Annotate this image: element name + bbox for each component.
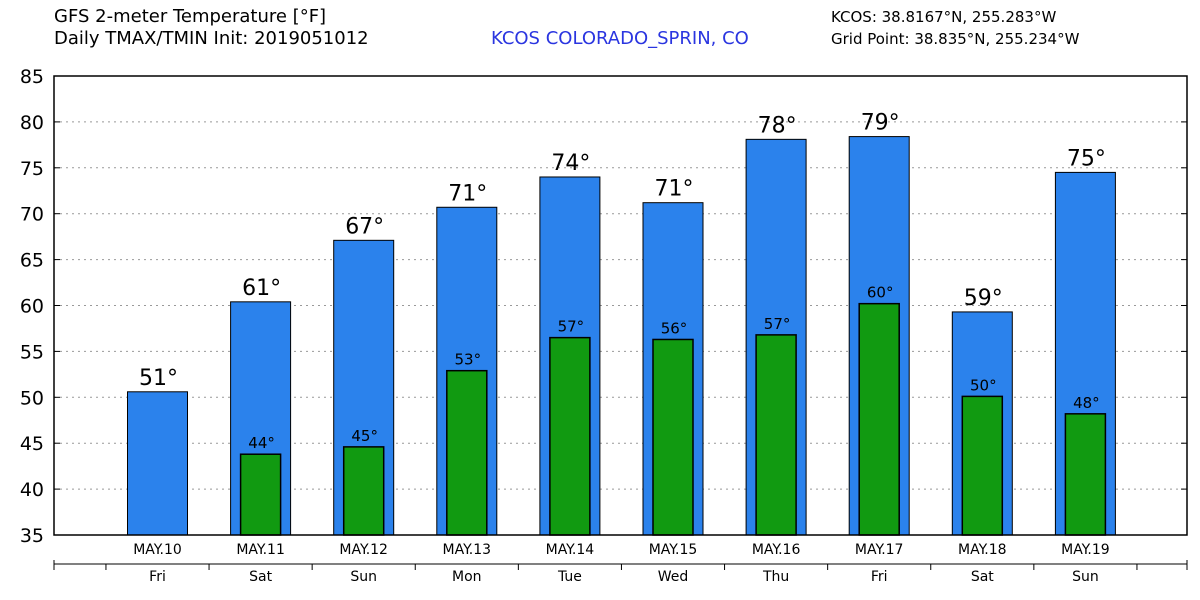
tmax-value-label: 61° <box>242 276 281 301</box>
x-date-label: MAY.17 <box>855 542 904 558</box>
tmin-value-label: 44° <box>248 434 275 452</box>
x-weekday-label: Thu <box>762 569 789 585</box>
bars <box>127 136 1116 536</box>
x-weekday-label: Sun <box>1072 569 1099 585</box>
y-tick-label: 80 <box>20 112 44 134</box>
tmax-value-label: 75° <box>1067 146 1106 171</box>
tmax-value-label: 79° <box>861 111 900 136</box>
y-tick-label: 70 <box>20 204 44 226</box>
tmin-bar <box>961 395 1004 536</box>
x-weekday-label: Mon <box>452 569 482 585</box>
tmin-value-label: 45° <box>351 427 378 445</box>
tmax-value-label: 71° <box>655 177 694 202</box>
x-weekday-label: Sat <box>971 569 994 585</box>
y-tick-label: 40 <box>20 479 44 501</box>
tmax-value-label: 74° <box>551 151 590 176</box>
y-tick-label: 35 <box>20 525 44 547</box>
x-weekday-label: Sat <box>249 569 272 585</box>
x-date-label: MAY.15 <box>649 542 698 558</box>
grid-point-coordinates: Grid Point: 38.835°N, 255.234°W <box>831 30 1080 48</box>
tmin-value-label: 56° <box>661 319 688 337</box>
tmin-value-label: 50° <box>970 376 997 394</box>
axes: 35 40 45 50 55 60 65 70 75 80 85 MAY.10 Fri MAY.11 Sat… <box>20 66 1188 585</box>
tmin-value-label: 60° <box>867 284 894 302</box>
tmin-bar <box>549 336 591 536</box>
tmin-value-label: 57° <box>764 315 791 333</box>
x-date-label: MAY.13 <box>443 542 492 558</box>
tmin-bar <box>755 334 797 536</box>
chart-subtitle: Daily TMAX/TMIN Init: 2019051012 <box>54 28 369 49</box>
y-tick-label: 85 <box>20 66 44 88</box>
tmin-bar <box>446 369 488 536</box>
tmax-value-label: 51° <box>139 366 178 391</box>
y-tick-label: 60 <box>20 296 44 318</box>
tmax-bar <box>127 391 188 536</box>
x-weekday-label: Wed <box>658 569 689 585</box>
y-tick-label: 50 <box>20 387 44 409</box>
chart-title: GFS 2-meter Temperature [°F] <box>54 6 327 27</box>
tmax-value-label: 78° <box>758 113 797 138</box>
x-weekday-label: Tue <box>557 569 582 585</box>
x-date-label: MAY.12 <box>339 542 388 558</box>
station-coordinates: KCOS: 38.8167°N, 255.283°W <box>831 8 1057 26</box>
x-weekday-label: Fri <box>149 569 166 585</box>
x-date-label: MAY.10 <box>133 542 182 558</box>
tmax-value-label: 71° <box>448 181 487 206</box>
tmin-bar <box>342 446 385 536</box>
x-weekday-label: Sun <box>350 569 377 585</box>
station-name: KCOS COLORADO_SPRIN, CO <box>491 28 749 49</box>
x-date-label: MAY.11 <box>236 542 285 558</box>
tmin-bar <box>1064 413 1107 536</box>
x-date-label: MAY.16 <box>752 542 801 558</box>
tmin-value-label: 48° <box>1073 394 1100 412</box>
y-tick-label: 75 <box>20 158 44 180</box>
x-date-label: MAY.14 <box>546 542 595 558</box>
gridlines <box>54 121 1187 490</box>
x-weekday-label: Fri <box>871 569 888 585</box>
tmin-bar <box>652 338 694 536</box>
y-tick-label: 45 <box>20 433 44 455</box>
tmax-value-label: 59° <box>964 286 1003 311</box>
plot-frame <box>53 75 1188 536</box>
tmax-value-label: 67° <box>345 214 384 239</box>
tmin-value-label: 57° <box>558 318 585 336</box>
data-labels: 51° 61° 44° 67° 45° 71° 53° 74° 57° 71° 56° 78° 57° 7… <box>139 111 1106 453</box>
y-tick-label: 55 <box>20 341 44 363</box>
tmin-bar <box>858 302 900 536</box>
x-date-label: MAY.19 <box>1061 542 1110 558</box>
tmin-bar <box>239 453 282 536</box>
tmin-value-label: 53° <box>455 351 482 369</box>
y-tick-label: 65 <box>20 250 44 272</box>
x-date-label: MAY.18 <box>958 542 1007 558</box>
